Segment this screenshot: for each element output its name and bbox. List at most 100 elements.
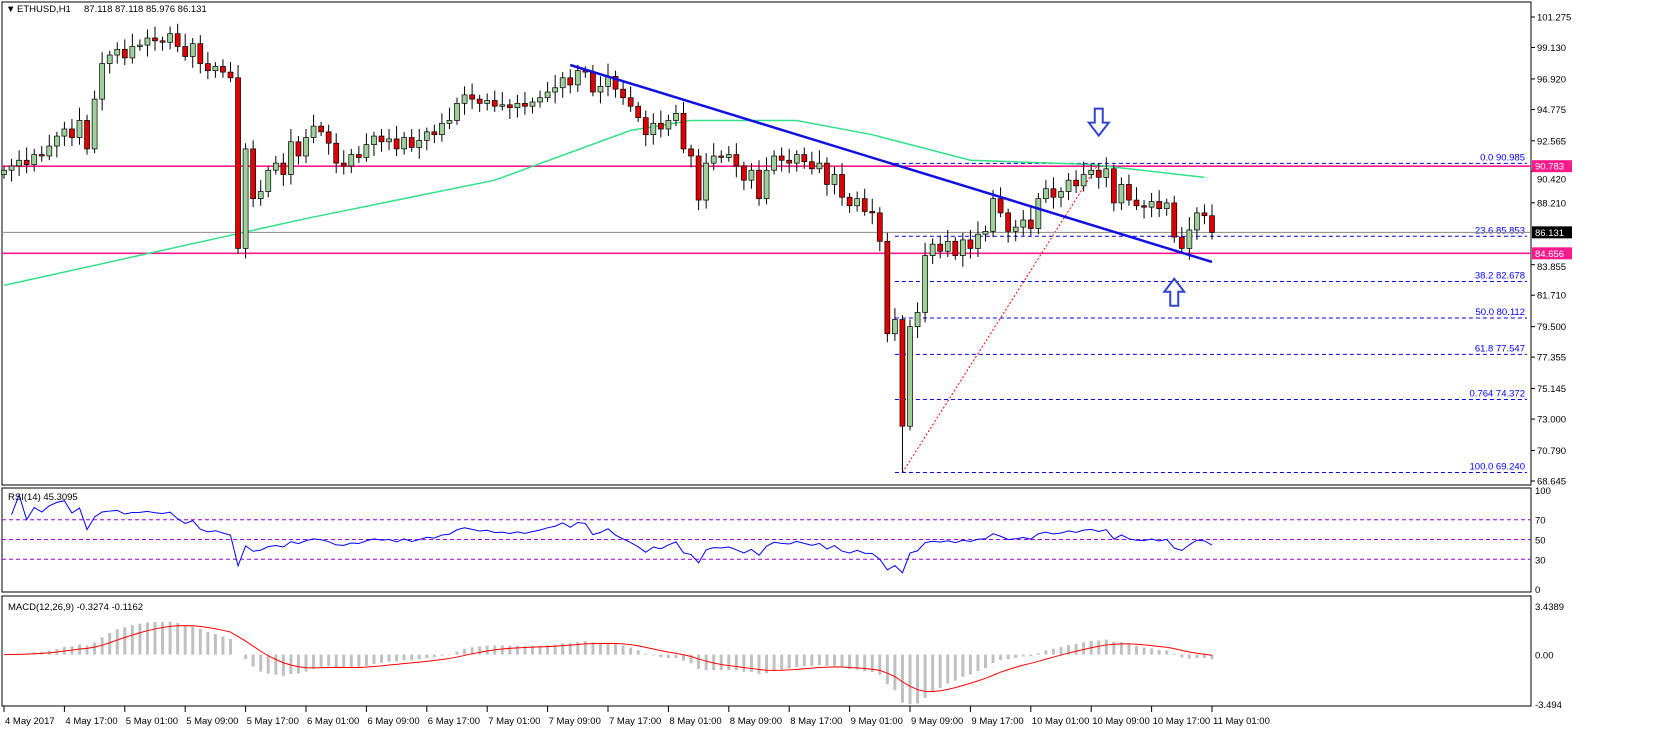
bearish-candle (824, 157, 830, 196)
candle-body (38, 154, 45, 157)
bullish-candle (416, 128, 423, 159)
bullish-candle (212, 62, 219, 78)
fib-level-label: 0.0 90.985 (1480, 152, 1525, 163)
candle-body (76, 120, 83, 138)
candle-body (1194, 212, 1200, 231)
candle-body (476, 98, 483, 104)
candle-body (280, 162, 287, 175)
candle-body (318, 125, 324, 133)
bullish-candle (1035, 192, 1042, 235)
bullish-candle (514, 94, 521, 118)
candle-body (884, 240, 891, 335)
price-tick-label: 99.130 (1537, 43, 1566, 54)
candle-body (763, 169, 770, 200)
bullish-candle (959, 232, 966, 267)
candle-body (861, 198, 868, 212)
bearish-candle (205, 52, 211, 80)
bullish-candle (423, 127, 430, 151)
candle-body (1110, 168, 1117, 204)
price-tick-label: 77.355 (1537, 353, 1566, 364)
price-tick-label: 73.000 (1537, 415, 1566, 426)
bullish-candle (363, 133, 370, 162)
bearish-candle (235, 64, 241, 255)
candle-body (808, 161, 815, 170)
bullish-candle (1186, 217, 1193, 260)
candle-body (484, 100, 491, 104)
candle-body (733, 154, 740, 167)
candle-body (756, 169, 762, 200)
candle-body (1027, 219, 1034, 229)
bearish-candle (1050, 177, 1057, 209)
bullish-candle (703, 153, 710, 209)
candle-body (242, 148, 249, 249)
macd-label: MACD(12,26,9) -0.3274 -0.1162 (8, 602, 143, 613)
candle-body (325, 131, 332, 144)
time-tick-label: 7 May 17:00 (609, 716, 661, 727)
candle-body (741, 165, 747, 181)
bullish-candle (461, 86, 468, 115)
candle-body (1065, 179, 1072, 192)
candle-body (1035, 198, 1042, 229)
candle-body (265, 169, 272, 192)
bearish-candle (967, 229, 974, 259)
current-price-box (1532, 226, 1572, 239)
candle-body (1095, 169, 1102, 178)
bullish-candle (597, 76, 604, 104)
candle-body (137, 44, 143, 47)
candle-body (431, 131, 438, 136)
price-tick-label: 90.420 (1537, 175, 1566, 186)
rsi-tick-label: 0 (1535, 585, 1540, 596)
candle-body (1118, 184, 1125, 204)
candle-body (1148, 201, 1155, 208)
bullish-candle (1080, 161, 1087, 192)
candle-body (650, 122, 657, 136)
bullish-candle (665, 114, 672, 137)
bullish-candle (922, 242, 928, 323)
bullish-candle (982, 225, 989, 242)
macd-tick-label: -3.494 (1535, 700, 1562, 711)
bullish-candle (763, 157, 770, 205)
candle-body (839, 174, 845, 198)
candle-body (846, 196, 853, 207)
bullish-candle (1058, 187, 1064, 208)
candle-body (499, 104, 506, 107)
bearish-candle (952, 237, 959, 260)
time-tick-label: 7 May 01:00 (488, 716, 540, 727)
bearish-candle (220, 59, 226, 78)
candle-body (522, 103, 528, 107)
candle-body (718, 155, 725, 158)
symbol-dropdown-icon[interactable]: ▼ (6, 4, 15, 15)
bearish-candle (1005, 208, 1012, 243)
bearish-candle (808, 151, 815, 175)
bullish-candle (348, 148, 355, 174)
candle-body (597, 85, 604, 93)
rsi-label: RSI(14) 45.3095 (8, 492, 78, 503)
fib-level-label: 50.0 80.112 (1476, 307, 1525, 318)
candle-body (929, 243, 936, 256)
time-tick-label: 6 May 09:00 (367, 716, 419, 727)
candle-body (635, 105, 642, 118)
candle-body (378, 135, 385, 143)
candle-body (386, 138, 392, 143)
bearish-candle (1110, 164, 1117, 212)
arrow-up-icon (1162, 277, 1187, 307)
candle-body (363, 144, 370, 158)
bullish-candle (1088, 164, 1095, 179)
bearish-candle (121, 39, 128, 65)
bullish-candle (650, 113, 657, 145)
bearish-candle (733, 143, 740, 178)
candle-body (416, 140, 423, 148)
candle-body (695, 155, 702, 201)
bullish-candle (559, 72, 566, 98)
candle-body (8, 165, 15, 171)
bullish-candle (1148, 192, 1155, 218)
candle-body (152, 37, 158, 42)
bullish-candle (529, 97, 536, 114)
candle-body (114, 49, 121, 56)
price-label: 90.783 (1535, 162, 1564, 173)
bearish-candle (688, 144, 694, 168)
candle-body (1178, 236, 1185, 249)
bearish-candle (159, 36, 166, 51)
candle-body (84, 120, 90, 150)
